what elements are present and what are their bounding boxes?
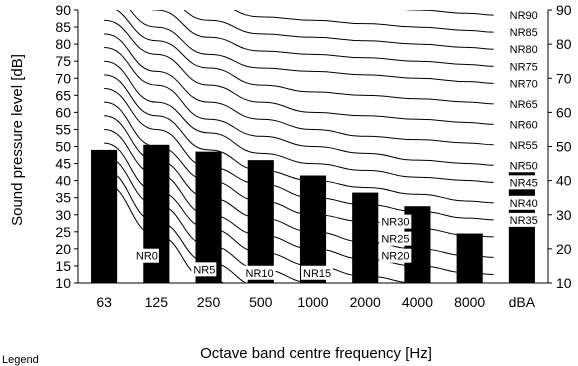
nr-label-nr60: NR60 bbox=[510, 119, 538, 131]
nr-curve-nr90 bbox=[402, 10, 494, 16]
nr-curve-nr75 bbox=[152, 10, 494, 67]
y-tick-left-40: 40 bbox=[55, 173, 71, 189]
y-tick-left-15: 15 bbox=[55, 258, 71, 274]
y-tick-right-50: 50 bbox=[556, 139, 572, 155]
y-tick-right-20: 20 bbox=[556, 241, 572, 257]
nr-label-nr40: NR40 bbox=[510, 198, 538, 210]
nr-label-nr0: NR0 bbox=[136, 251, 158, 263]
legend-label: Legend bbox=[2, 354, 39, 366]
y-tick-left-25: 25 bbox=[55, 224, 71, 240]
y-tick-right-60: 60 bbox=[556, 104, 572, 120]
nr-label-nr65: NR65 bbox=[510, 99, 538, 111]
nr-curve-nr85 bbox=[233, 10, 494, 33]
y-tick-right-80: 80 bbox=[556, 36, 572, 52]
y-tick-left-50: 50 bbox=[55, 139, 71, 155]
nr-label-nr35: NR35 bbox=[510, 215, 538, 227]
bar-1000 bbox=[299, 175, 327, 283]
y-tick-left-55: 55 bbox=[55, 121, 71, 137]
y-tick-left-70: 70 bbox=[55, 70, 71, 86]
nr-label-nr25: NR25 bbox=[381, 234, 409, 246]
nr-label-nr20: NR20 bbox=[381, 251, 409, 263]
x-tick-125: 125 bbox=[145, 294, 169, 310]
y-tick-left-20: 20 bbox=[55, 241, 71, 257]
x-tick-2000: 2000 bbox=[350, 294, 381, 310]
nr-label-nr90: NR90 bbox=[510, 10, 538, 22]
nr-curve-nr65 bbox=[115, 10, 494, 105]
bar-250 bbox=[195, 151, 222, 283]
nr-label-nr50: NR50 bbox=[510, 160, 538, 172]
nr-labels-group: NR90 NR85 NR80 NR75 NR70 NR65 NR60 NR55 NR50 NR45… bbox=[133, 8, 542, 280]
nr-curve-nr45 bbox=[104, 60, 494, 183]
y-tick-right-90: 90 bbox=[556, 2, 572, 18]
bar-500 bbox=[247, 160, 274, 283]
nr-curve-nr55 bbox=[104, 33, 494, 146]
y-tick-left-80: 80 bbox=[55, 36, 71, 52]
y-tick-left-60: 60 bbox=[55, 104, 71, 120]
nr-label-nr15: NR15 bbox=[303, 268, 331, 280]
bar-2000 bbox=[352, 192, 379, 283]
bar-63 bbox=[91, 149, 118, 283]
nr-curve-nr80 bbox=[183, 10, 494, 50]
x-tick-4000: 4000 bbox=[402, 294, 433, 310]
x-axis-title: Octave band centre frequency [Hz] bbox=[200, 345, 432, 362]
y-tick-right-40: 40 bbox=[556, 173, 572, 189]
nr-label-nr5: NR5 bbox=[193, 264, 215, 276]
x-tick-dba: dBA bbox=[509, 294, 536, 310]
y-tick-left-30: 30 bbox=[55, 207, 71, 223]
nr-label-nr75: NR75 bbox=[510, 61, 538, 73]
nr-curve-nr50 bbox=[104, 47, 494, 166]
x-tick-500: 500 bbox=[249, 294, 273, 310]
x-tick-250: 250 bbox=[197, 294, 221, 310]
x-tick-1000: 1000 bbox=[297, 294, 328, 310]
nr-label-nr45: NR45 bbox=[510, 177, 538, 189]
y-tick-left-75: 75 bbox=[55, 53, 71, 69]
nr-label-nr10: NR10 bbox=[246, 268, 274, 280]
nr-label-nr70: NR70 bbox=[510, 78, 538, 90]
y-tick-left-65: 65 bbox=[55, 87, 71, 103]
x-tick-63: 63 bbox=[96, 294, 112, 310]
y-tick-right-30: 30 bbox=[556, 207, 572, 223]
nr-label-nr80: NR80 bbox=[510, 44, 538, 56]
y-tick-left-10: 10 bbox=[55, 275, 71, 291]
y-tick-left-90: 90 bbox=[55, 2, 71, 18]
nr-label-nr30: NR30 bbox=[381, 217, 409, 229]
bar-8000 bbox=[456, 233, 483, 283]
nr-label-nr55: NR55 bbox=[510, 140, 538, 152]
nr-curve-nr60 bbox=[104, 19, 494, 125]
nr-curve-nr70 bbox=[129, 10, 494, 84]
y-tick-right-70: 70 bbox=[556, 70, 572, 86]
nr-curve-nr35 bbox=[104, 87, 494, 221]
x-tick-8000: 8000 bbox=[454, 294, 485, 310]
y-tick-left-45: 45 bbox=[55, 156, 71, 172]
y-tick-left-85: 85 bbox=[55, 19, 71, 35]
y-tick-left-35: 35 bbox=[55, 190, 71, 206]
y-tick-right-10: 10 bbox=[556, 275, 572, 291]
y-axis-title: Sound pressure level [dB] bbox=[9, 54, 26, 226]
nr-label-nr85: NR85 bbox=[510, 27, 538, 39]
ticks-group: 1015202530354045505560657075808590102030… bbox=[55, 2, 571, 310]
